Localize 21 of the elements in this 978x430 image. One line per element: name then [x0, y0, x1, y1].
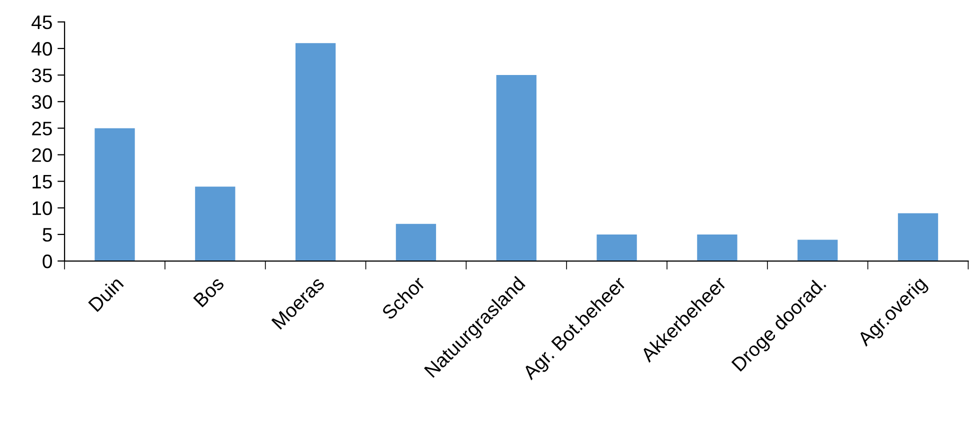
- y-tick-label: 30: [32, 95, 52, 109]
- y-tick-label: 0: [42, 254, 52, 268]
- y-tick-label: 15: [32, 174, 52, 189]
- y-tick-label: 25: [32, 122, 52, 136]
- y-tick-label: 10: [32, 201, 52, 216]
- y-tick-label: 45: [32, 16, 52, 30]
- y-tick-label: 5: [42, 228, 52, 242]
- x-tick-label: Duin: [88, 276, 124, 312]
- bar: [94, 128, 135, 262]
- y-tick-label: 35: [32, 68, 52, 82]
- y-tick-label: 20: [32, 148, 52, 162]
- bar: [496, 75, 536, 262]
- y-tick-label: 40: [32, 42, 52, 56]
- bar: [295, 43, 336, 262]
- bar: [596, 234, 637, 262]
- bar: [697, 234, 738, 262]
- bar: [898, 213, 938, 262]
- x-tick-label: Bos: [193, 276, 225, 308]
- bar: [195, 186, 236, 262]
- bar: [396, 224, 436, 262]
- bar: [798, 240, 838, 262]
